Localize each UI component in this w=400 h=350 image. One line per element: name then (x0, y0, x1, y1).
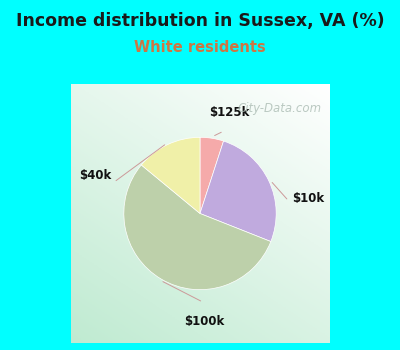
Text: White residents: White residents (134, 40, 266, 55)
Text: $40k: $40k (79, 169, 111, 182)
Text: Income distribution in Sussex, VA (%): Income distribution in Sussex, VA (%) (16, 12, 384, 30)
Text: $10k: $10k (292, 192, 324, 205)
Text: City-Data.com: City-Data.com (238, 102, 322, 115)
Text: $100k: $100k (184, 315, 224, 328)
Wedge shape (200, 137, 224, 214)
Wedge shape (124, 165, 271, 290)
Text: $125k: $125k (209, 106, 249, 119)
Wedge shape (141, 137, 200, 214)
Wedge shape (200, 141, 276, 242)
